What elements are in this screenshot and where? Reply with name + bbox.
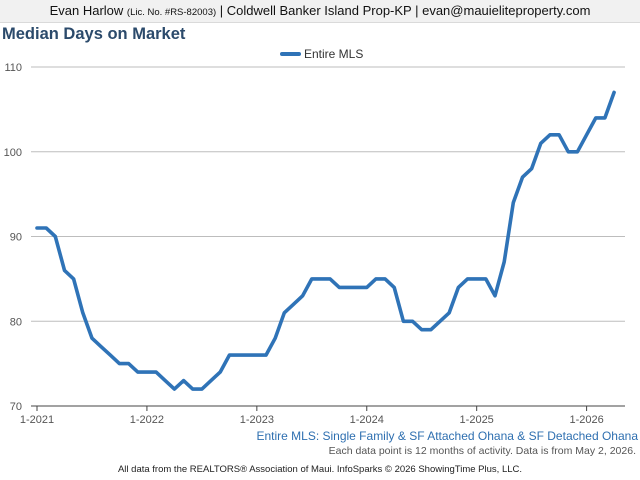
y-tick-label: 90: [10, 232, 22, 244]
x-tick-label: 1-2026: [569, 414, 603, 426]
office-email: | Coldwell Banker Island Prop-KP | evan@…: [219, 3, 591, 18]
y-tick-label: 110: [4, 62, 22, 74]
series-line: [35, 90, 616, 391]
data-period-note: Each data point is 12 months of activity…: [328, 445, 636, 457]
data-scope-note: Entire MLS: Single Family & SF Attached …: [256, 429, 638, 443]
legend-label: Entire MLS: [304, 47, 363, 61]
license-number: (Lic. No. #RS-82003): [126, 7, 217, 18]
data-attribution: All data from the REALTORS® Association …: [117, 464, 523, 475]
x-tick-label: 1-2024: [350, 414, 384, 426]
x-tick-label: 1-2025: [460, 414, 494, 426]
y-tick-label: 100: [4, 147, 22, 159]
x-tick-label: 1-2023: [240, 414, 274, 426]
x-tick-label: 1-2022: [130, 414, 164, 426]
y-tick-label: 70: [10, 401, 22, 413]
y-tick-label: 80: [10, 316, 22, 328]
agent-name: Evan Harlow: [49, 3, 124, 18]
x-tick-label: 1-2021: [20, 414, 54, 426]
chart-title: Median Days on Market: [2, 25, 186, 43]
agent-header: Evan Harlow (Lic. No. #RS-82003) | Coldw…: [0, 0, 640, 23]
